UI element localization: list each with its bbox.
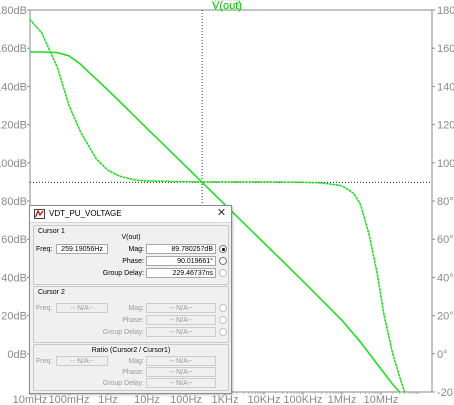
ratio-group-delay-label: Group Delay: [102,380,144,387]
y-right-tick-label: 60° [437,234,454,246]
x-tick-label: 10mHz [13,394,48,405]
cursor2-group-delay-radio[interactable] [219,328,227,336]
ratio-freq-field[interactable]: -- N/A-- [56,356,108,366]
cursor1-mag-radio[interactable] [219,245,227,253]
y-right-tick-label: 180° [437,5,454,17]
cursor1-group: Cursor 1 V(out) Freq: 259.19056Hz Mag: 8… [33,225,229,285]
cursor1-freq-label: Freq: [36,246,53,253]
ratio-title: Ratio (Cursor2 / Cursor1) [91,347,171,354]
cursor1-mag-label: Mag: [128,246,144,253]
y-right-tick-label: 20° [437,311,454,323]
cursor2-mag-label: Mag: [128,305,144,312]
y-right-tick-label: 120° [437,120,454,132]
y-left-tick-label: 40dB [1,272,27,284]
cursor2-title: Cursor 2 [38,289,65,296]
y-right-tick-label: 140° [437,81,454,93]
y-left-tick-label: 20dB [1,311,27,323]
x-tick-label: 1MHz [328,394,357,405]
x-tick-label: 100mHz [49,394,90,405]
cursor1-phase-radio[interactable] [219,257,227,265]
y-right-tick-label: 160° [437,43,454,55]
x-tick-label: 1KHz [212,394,239,405]
ltspice-app-icon [34,209,45,219]
ratio-phase-field[interactable]: -- N/A-- [146,367,216,377]
x-tick-label: 100KHz [283,394,322,405]
y-left-tick-label: 0dB [7,349,27,361]
y-right-tick-label: 100° [437,158,454,170]
ratio-mag-field[interactable]: -- N/A-- [146,356,216,366]
trace-title: V(out) [212,0,242,12]
cursor1-trace-name: V(out) [121,234,141,241]
cursor1-title: Cursor 1 [38,228,65,235]
ratio-group: Ratio (Cursor2 / Cursor1) Freq: -- N/A--… [33,344,229,391]
cursor2-group-delay-field[interactable]: -- N/A-- [146,327,216,337]
y-left-tick-label: 160dB [0,43,27,55]
cursor1-freq-field[interactable]: 259.19056Hz [56,244,108,254]
x-tick-label: 10KHz [247,394,280,405]
ratio-group-delay-field[interactable]: -- N/A-- [146,378,216,388]
y-left-tick-label: 120dB [0,120,27,132]
cursor1-phase-field[interactable]: 90.019661° [146,256,216,266]
y-right-tick-label: 0° [437,349,448,361]
y-left-tick-label: 100dB [0,158,27,170]
phase-trace[interactable] [29,18,406,393]
cursor1-mag-field[interactable]: 89.780257dB [146,244,216,254]
y-left-tick-label: 180dB [0,5,27,17]
ratio-mag-label: Mag: [128,358,144,365]
cursor1-phase-label: Phase: [122,258,144,265]
y-left-tick-label: 60dB [1,234,27,246]
magnitude-trace[interactable] [30,51,401,393]
x-tick-label: 100Hz [170,394,202,405]
cursor1-group-delay-radio[interactable] [219,269,227,277]
trace-title-tag[interactable]: V(out) [212,0,242,12]
ratio-freq-label: Freq: [36,358,53,365]
cursor2-mag-field[interactable]: -- N/A-- [146,303,216,313]
close-icon: ✕ [216,207,227,219]
cursor2-group-delay-label: Group Delay: [102,329,144,336]
cursor1-group-delay-label: Group Delay: [102,270,144,277]
cursor2-phase-field[interactable]: -- N/A-- [146,315,216,325]
y-right-tick-label: 80° [437,196,454,208]
cursor2-group: Cursor 2 Freq: -- N/A-- Mag: -- N/A-- Ph… [33,286,229,343]
y-right-tick-label: -20° [437,387,454,399]
x-tick-label: 10Hz [134,394,160,405]
cursor1-group-delay-field[interactable]: 229.46737ns [146,268,216,278]
cursor2-phase-radio[interactable] [219,316,227,324]
cursor2-freq-label: Freq: [36,305,53,312]
x-tick-label: 1Hz [98,394,118,405]
x-tick-label: 10MHz [364,394,399,405]
cursor-dialog[interactable]: VDT_PU_VOLTAGE ✕ Cursor 1 V(out) Freq: 2… [29,205,232,394]
y-left-tick-label: 80dB [1,196,27,208]
cursor2-freq-field[interactable]: -- N/A-- [56,303,108,313]
y-left-tick-label: 140dB [0,81,27,93]
dialog-title: VDT_PU_VOLTAGE [49,209,122,218]
dialog-titlebar[interactable]: VDT_PU_VOLTAGE ✕ [30,206,231,223]
cursor2-phase-label: Phase: [122,317,144,324]
cursor2-mag-radio[interactable] [219,304,227,312]
y-right-tick-label: 40° [437,272,454,284]
close-button[interactable]: ✕ [215,207,228,220]
ratio-phase-label: Phase: [122,369,144,376]
